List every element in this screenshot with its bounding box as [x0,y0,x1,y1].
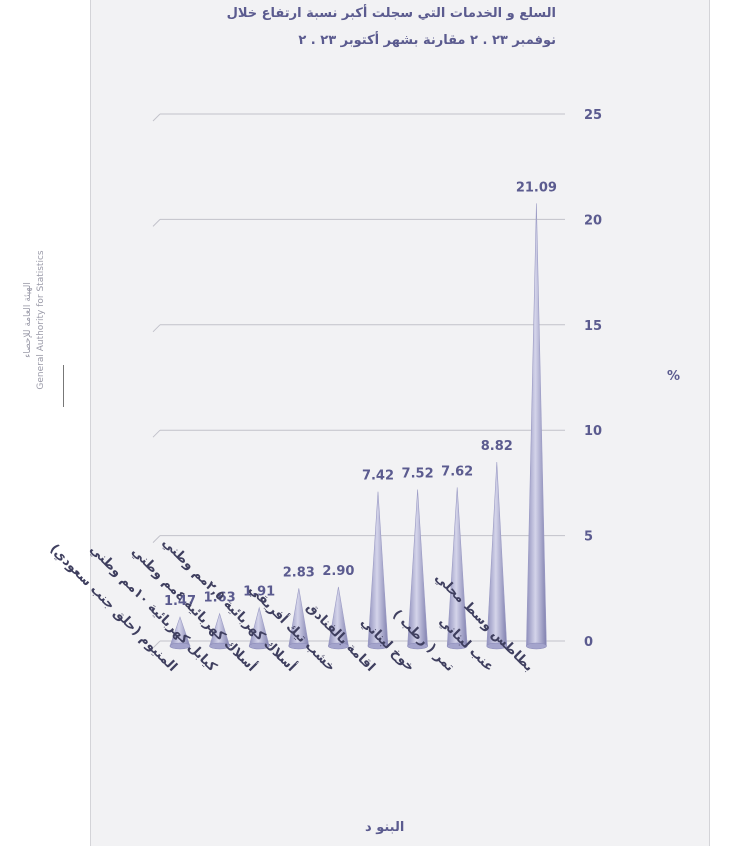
data-label: 1.91 [243,585,275,600]
bar-base [407,642,428,650]
x-axis-label: البنو د [365,820,405,835]
bar [169,616,191,650]
data-label: 7.42 [362,469,394,484]
bar [446,487,468,650]
bar-base [288,642,310,650]
bar [209,612,231,650]
bar [288,588,310,650]
bar [328,586,349,650]
bar-base [209,642,230,650]
data-label: 7.52 [402,466,434,481]
chart-subtitle: نوفمبر ٢٣ . ٢ مقارنة بشهر أكتوبر ٢٣ . ٢ [298,33,556,48]
gridline-5 [152,113,161,122]
bar-base [169,642,191,650]
data-label: 2.83 [283,565,315,580]
bar [407,489,428,650]
bar [526,203,547,650]
y-axis-label: % [667,369,680,384]
bar-cone [526,203,547,647]
bar-base [526,642,547,650]
data-label: 2.90 [322,564,354,579]
chart-panel [90,0,710,846]
bar-base [328,642,349,650]
y-tick-label: 20 [584,213,602,228]
data-label: 8.82 [481,439,513,454]
bar-base [446,642,468,650]
bar [367,491,389,650]
gridline-0 [152,640,161,649]
bar-base [367,642,389,650]
gridline-1 [152,535,161,543]
y-tick-label: 5 [584,530,593,545]
data-label: 1.63 [204,591,236,606]
y-tick-label: 0 [584,635,593,650]
bar-base [486,642,508,650]
logo-divider [63,365,64,407]
gridline-2 [152,429,161,438]
chart-title: السلع و الخدمات التي سجلت أكبر نسبة ارتف… [226,6,556,21]
y-tick-label: 15 [584,319,602,334]
data-label: 7.62 [441,464,473,479]
data-label: 1.47 [164,594,196,609]
gridline-3 [152,324,161,333]
bar [248,606,270,650]
gridline-4 [152,219,161,227]
bar-base [248,642,270,650]
y-tick-label: 25 [584,108,602,123]
y-tick-label: 10 [584,424,602,439]
bar [486,462,508,650]
data-label: 21.09 [516,180,557,195]
authority-logo: الهيئة العامة للإحصاء General Authority … [8,220,68,420]
